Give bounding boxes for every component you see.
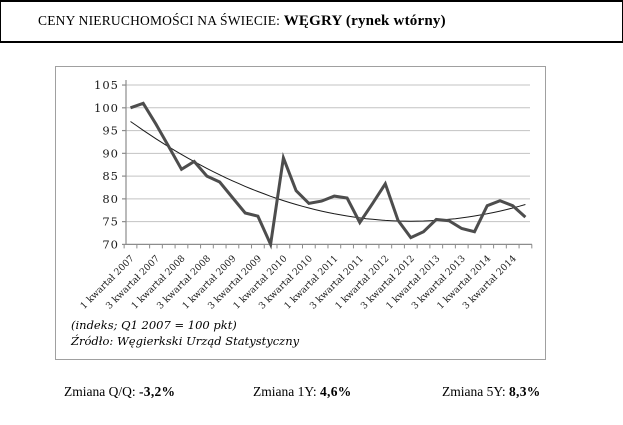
- report-header: CENY NIERUCHOMOŚCI NA ŚWIECIE: WĘGRY (ry…: [0, 0, 623, 43]
- footnote-index-base: (indeks; Q1 2007 = 100 pkt): [71, 318, 237, 332]
- price-index-series-line: [129, 101, 527, 250]
- footnote-source: Źródło: Węgierkski Urząd Statystyczny: [71, 333, 300, 348]
- chart-frame: 70 75 80 85 90 95 100 105 1 kwartał 2007 3 kwarta…: [55, 66, 546, 360]
- trend-line: [130, 121, 526, 222]
- y-tick-label: 100: [94, 101, 119, 115]
- y-tick-label: 70: [102, 237, 119, 251]
- stat-change-5y-label: Zmiana 5Y:: [442, 384, 509, 399]
- y-tick-label: 75: [102, 215, 119, 229]
- stat-change-qq: Zmiana Q/Q: -3,2%: [64, 384, 175, 400]
- stat-change-5y: Zmiana 5Y: 8,3%: [442, 384, 541, 400]
- y-tick-label: 80: [102, 192, 119, 206]
- y-tick-label: 90: [102, 146, 119, 160]
- stat-change-5y-value: 8,3%: [509, 384, 541, 399]
- stat-change-qq-value: -3,2%: [138, 384, 176, 399]
- y-tick-label: 85: [102, 169, 119, 183]
- stat-change-qq-label: Zmiana Q/Q:: [64, 384, 139, 399]
- y-tick-label: 95: [102, 124, 119, 138]
- page-title: CENY NIERUCHOMOŚCI NA ŚWIECIE: WĘGRY (ry…: [1, 13, 446, 30]
- stat-change-1y-value: 4,6%: [320, 384, 352, 399]
- stat-change-1y-label: Zmiana 1Y:: [253, 384, 320, 399]
- page-title-country: WĘGRY (rynek wtórny): [283, 13, 446, 29]
- chart-footnotes: (indeks; Q1 2007 = 100 pkt) Źródło: Węgi…: [71, 318, 299, 349]
- stat-change-1y: Zmiana 1Y: 4,6%: [253, 384, 352, 400]
- y-tick-label: 105: [94, 78, 119, 92]
- summary-stats-row: Zmiana Q/Q: -3,2% Zmiana 1Y: 4,6% Zmiana…: [0, 384, 623, 404]
- page-title-prefix: CENY NIERUCHOMOŚCI NA ŚWIECIE:: [38, 13, 284, 28]
